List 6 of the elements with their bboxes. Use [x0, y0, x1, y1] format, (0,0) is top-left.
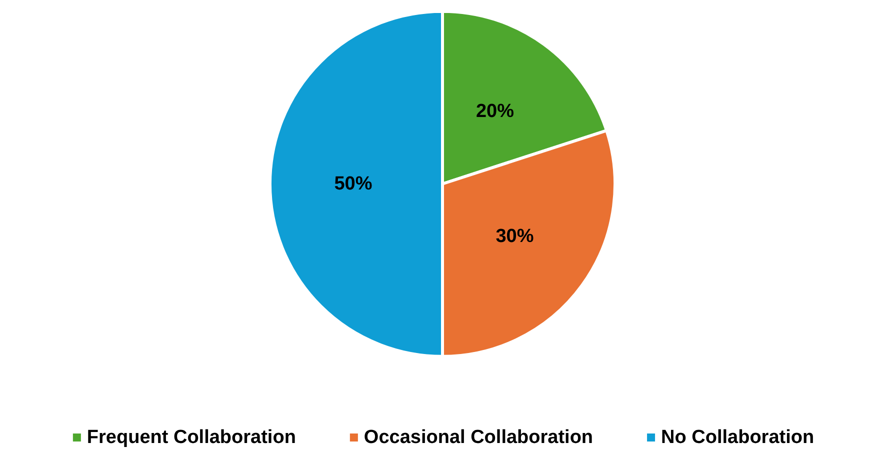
data-label: 50% — [334, 173, 372, 194]
data-label: 20% — [476, 101, 514, 122]
legend-label: No Collaboration — [661, 427, 814, 448]
legend-label: Occasional Collaboration — [364, 427, 594, 448]
legend-label: Frequent Collaboration — [86, 427, 296, 448]
data-label: 30% — [496, 226, 534, 247]
